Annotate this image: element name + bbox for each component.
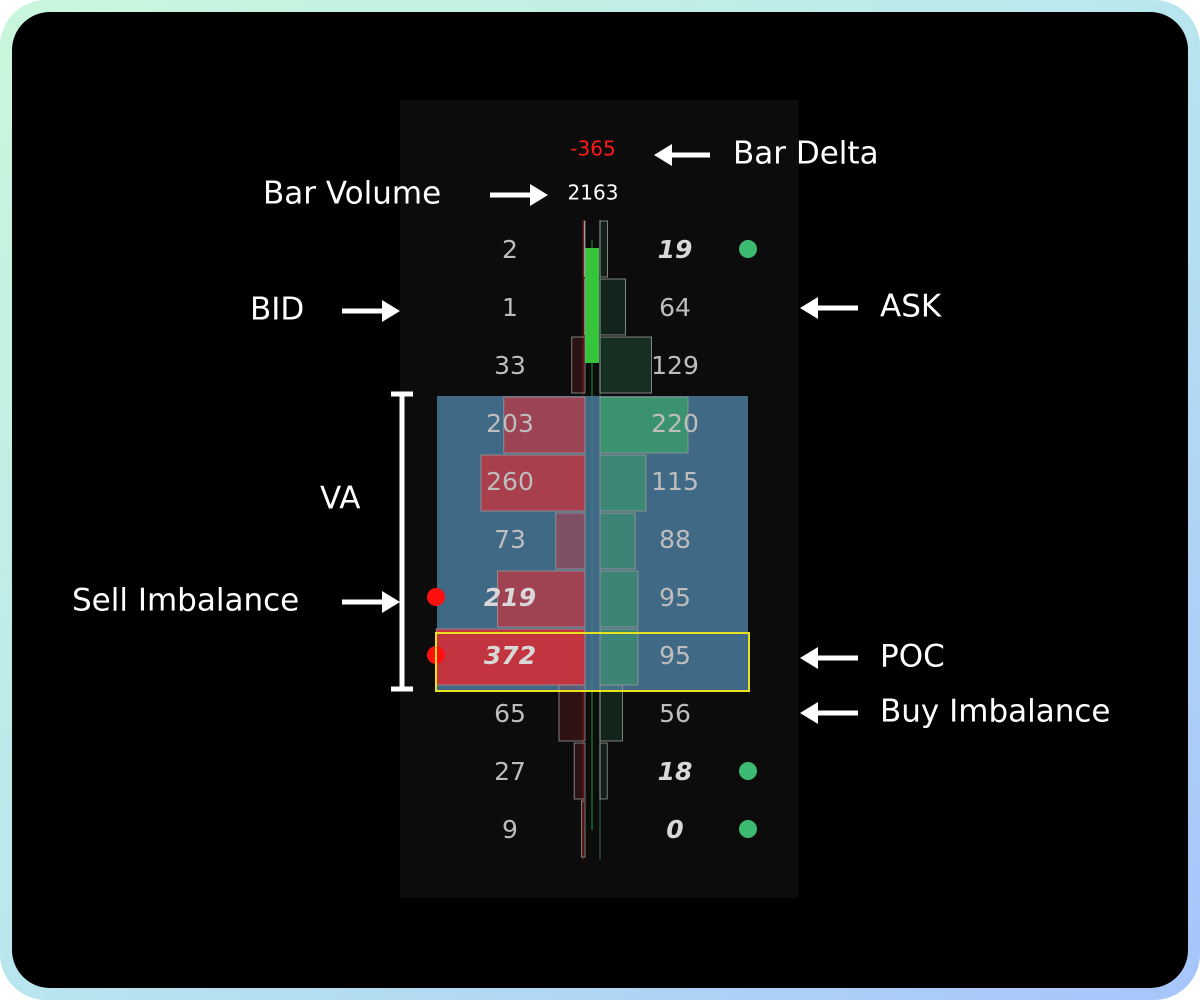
bid-bar: [496, 570, 586, 628]
annotation: Bar Volume: [263, 176, 441, 212]
arrow-head: [382, 300, 400, 322]
ask-value: 19: [658, 235, 693, 264]
bid-bar: [435, 628, 586, 686]
bid-value: 1: [502, 293, 518, 322]
ask-bar: [599, 454, 647, 512]
ask-bar: [599, 684, 623, 742]
bid-value: 260: [486, 467, 534, 496]
ask-bar: [599, 220, 608, 278]
bars: [435, 220, 748, 858]
ask-value: 64: [659, 293, 691, 322]
ask-bar: [599, 396, 689, 454]
bid-value: 9: [502, 815, 518, 844]
delta-bar: [585, 248, 599, 363]
ask-bar: [599, 742, 608, 800]
bid-value: 372: [484, 641, 536, 670]
buy-imbalance-dot: [739, 820, 757, 838]
arrow-head: [530, 184, 548, 206]
bid-value: 73: [494, 525, 526, 554]
bid-bar: [571, 336, 586, 394]
ask-value: 95: [659, 641, 691, 670]
annotation: ASK: [880, 289, 942, 325]
poc-box: [435, 632, 750, 692]
bid-bar: [503, 396, 586, 454]
ask-bar: [599, 628, 639, 686]
ask-value: 220: [651, 409, 699, 438]
sell-imbalance-dot: [427, 588, 445, 606]
bid-value: 219: [484, 583, 536, 612]
bid-bar: [558, 684, 586, 742]
ask-bar: [599, 570, 639, 628]
ask-bar: [599, 512, 636, 570]
annotation: Sell Imbalance: [72, 583, 299, 619]
buy-imbalance-dot: [739, 762, 757, 780]
bid-bar: [573, 742, 586, 800]
annotation: BID: [250, 292, 304, 328]
bar-volume: 2163: [568, 181, 619, 205]
overlay: [427, 240, 757, 838]
arrow-head: [800, 647, 818, 669]
ask-value: 56: [659, 699, 691, 728]
bid-value: 33: [494, 351, 526, 380]
ask-bar: [599, 278, 627, 336]
bid-bar: [480, 454, 586, 512]
buy-imbalance-dot: [739, 240, 757, 258]
arrow-head: [654, 144, 672, 166]
annotation: Buy Imbalance: [880, 694, 1111, 730]
annotations: Bar Delta Bar Volume BID ASK VA Sell Imbalanc…: [72, 136, 1111, 730]
ask-value: 115: [651, 467, 699, 496]
ask-value: 0: [666, 815, 683, 844]
annotation: Bar Delta: [733, 136, 879, 172]
bid-bar: [581, 800, 586, 858]
arrow-head: [382, 591, 400, 613]
bid-value: 27: [494, 757, 526, 786]
ask-value: 88: [659, 525, 691, 554]
bar-delta: -365: [570, 137, 615, 161]
bid-value: 203: [486, 409, 534, 438]
bid-value: 65: [494, 699, 526, 728]
ask-value: 95: [659, 583, 691, 612]
annotation: POC: [880, 639, 945, 675]
bid-bar: [583, 220, 586, 278]
ask-value: 18: [658, 757, 693, 786]
arrow-head: [800, 702, 818, 724]
annotation: VA: [320, 481, 360, 517]
bid-value: 2: [502, 235, 518, 264]
ask-value: 129: [651, 351, 699, 380]
ask-bar: [599, 336, 652, 394]
bid-bar: [555, 512, 586, 570]
arrow-head: [800, 297, 818, 319]
